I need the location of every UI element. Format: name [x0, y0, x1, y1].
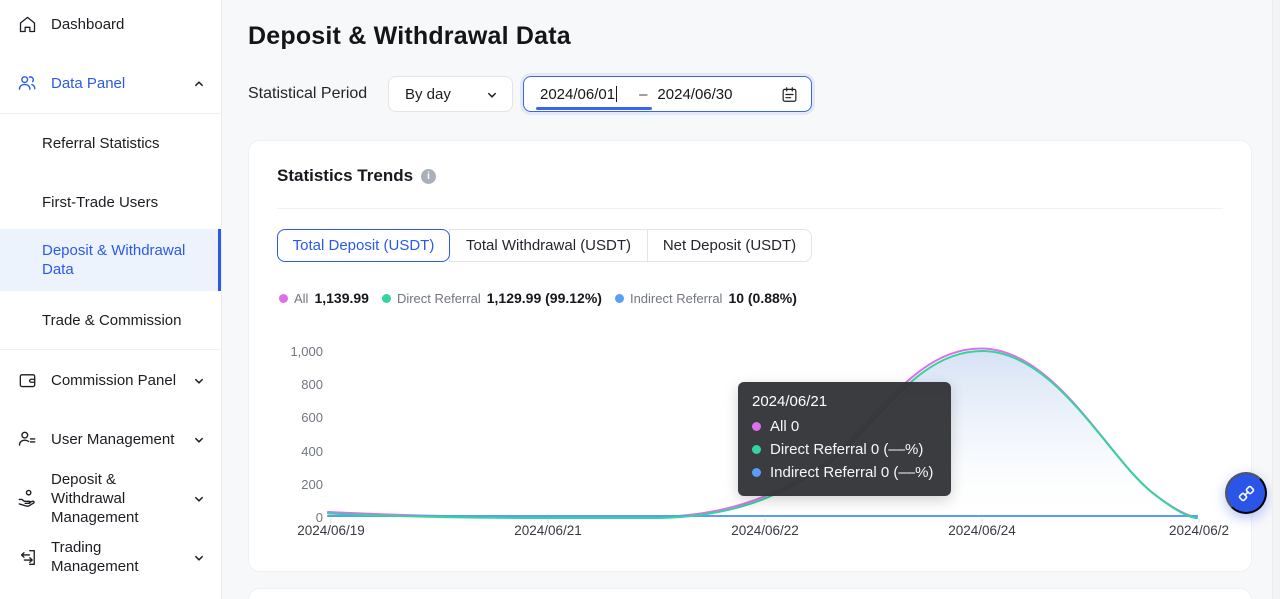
sidebar-item-commission-panel[interactable]: Commission Panel — [0, 362, 221, 398]
x-axis-tick: 2024/06/19 — [297, 523, 365, 538]
sidebar-item-first-trade-users[interactable]: First-Trade Users — [0, 186, 221, 218]
legend-name: All — [294, 290, 309, 306]
divider — [0, 113, 221, 114]
plug-icon — [1236, 483, 1257, 504]
sidebar-item-user-management[interactable]: User Management — [0, 421, 221, 457]
chevron-down-icon — [193, 551, 205, 563]
sidebar-item-label: Referral Statistics — [42, 134, 160, 152]
chevron-down-icon — [486, 88, 498, 100]
legend-item-direct-referral[interactable]: Direct Referral 1,129.99 (99.12%) — [381, 290, 602, 306]
user-manage-icon — [16, 428, 38, 450]
sidebar-item-deposit-withdrawal-management[interactable]: Deposit & Withdrawal Management — [0, 468, 221, 528]
y-axis-tick: 1,000 — [290, 344, 323, 359]
sidebar-item-label: Deposit & Withdrawal Management — [51, 470, 139, 526]
period-select[interactable]: By day — [388, 76, 513, 112]
chart-tooltip: 2024/06/21 All 0 Direct Referral 0 (––%)… — [738, 382, 951, 496]
x-axis-tick: 2024/06/22 — [731, 523, 799, 538]
calendar-icon[interactable] — [780, 85, 799, 104]
x-axis-tick: 2024/06/2 — [1168, 523, 1230, 538]
sidebar-item-deposit-withdrawal-data[interactable]: Deposit & Withdrawal Data — [0, 229, 221, 291]
y-axis-tick: 600 — [301, 410, 323, 425]
chevron-down-icon — [193, 492, 205, 504]
date-range-input[interactable]: 2024/06/01 – 2024/06/30 — [523, 76, 812, 112]
sidebar-item-data-panel[interactable]: Data Panel — [0, 65, 221, 101]
x-axis-tick: 2024/06/21 — [514, 523, 582, 538]
sidebar-item-trading-management[interactable]: Trading Management — [0, 536, 221, 578]
info-icon[interactable] — [421, 168, 437, 184]
y-axis-tick: 200 — [301, 477, 323, 492]
divider — [0, 349, 221, 350]
sidebar-item-label: Trade & Commission — [42, 311, 182, 329]
home-icon — [16, 13, 38, 35]
y-axis-tick: 400 — [301, 444, 323, 459]
y-axis-tick: 0 — [315, 510, 323, 525]
statistical-period-label: Statistical Period — [248, 85, 368, 102]
text-cursor — [616, 86, 618, 102]
legend-value: 10 (0.88%) — [728, 290, 797, 306]
y-axis-tick: 800 — [301, 377, 323, 392]
legend-value: 1,139.99 — [314, 290, 369, 306]
sidebar-item-label: User Management — [51, 430, 175, 448]
metric-tabs: Total Deposit (USDT) Total Withdrawal (U… — [277, 229, 812, 262]
wallet-icon — [16, 369, 38, 391]
legend-item-all[interactable]: All 1,139.99 — [279, 290, 369, 306]
date-end-value: 2024/06/30 — [657, 85, 733, 103]
tooltip-row: All 0 — [752, 415, 937, 438]
legend-dot-all — [279, 293, 288, 303]
date-start-value: 2024/06/01 — [540, 85, 616, 103]
card-title: Statistics Trends — [277, 166, 437, 186]
sidebar-item-label: Deposit & Withdrawal Data — [42, 242, 186, 278]
sidebar-item-dashboard[interactable]: Dashboard — [0, 6, 221, 42]
tooltip-date: 2024/06/21 — [752, 393, 828, 410]
transfer-icon — [16, 546, 38, 568]
divider — [277, 208, 1223, 209]
tab-net-deposit[interactable]: Net Deposit (USDT) — [647, 229, 812, 262]
team-icon — [16, 72, 38, 94]
legend-value: 1,129.99 (99.12%) — [486, 290, 602, 306]
sidebar-item-label: Dashboard — [51, 15, 125, 33]
tooltip-dot-all — [752, 422, 761, 431]
tab-total-deposit[interactable]: Total Deposit (USDT) — [277, 229, 450, 262]
sidebar-item-trade-commission[interactable]: Trade & Commission — [0, 304, 221, 336]
sidebar-item-label: Commission Panel — [51, 371, 177, 389]
legend-dot-direct — [381, 293, 391, 303]
sidebar-item-label: Trading Management — [51, 539, 139, 575]
hand-coin-icon — [16, 487, 38, 509]
chart-legend: All 1,139.99 Direct Referral 1,129.99 (9… — [279, 290, 797, 306]
chevron-down-icon — [193, 374, 205, 386]
date-range-separator: – — [639, 85, 648, 103]
statistics-trends-card: Statistics Trends Total Deposit (USDT) T… — [248, 140, 1252, 572]
legend-item-indirect-referral[interactable]: Indirect Referral 10 (0.88%) — [614, 290, 797, 306]
page-title: Deposit & Withdrawal Data — [248, 22, 571, 50]
tooltip-dot-direct — [752, 445, 761, 454]
chevron-down-icon — [193, 433, 205, 445]
active-date-segment-underline — [536, 107, 652, 110]
legend-name: Direct Referral — [396, 290, 481, 306]
legend-name: Indirect Referral — [629, 290, 723, 306]
tooltip-dot-indirect — [752, 468, 761, 477]
sidebar-item-label: Data Panel — [51, 74, 126, 92]
chevron-up-icon — [193, 77, 205, 89]
tooltip-row: Indirect Referral 0 (––%) — [752, 461, 937, 484]
sidebar-item-label: First-Trade Users — [42, 193, 159, 211]
chart-series-canvas — [327, 347, 1200, 523]
sidebar: Dashboard Data Panel Referral Statistics… — [0, 0, 222, 599]
tooltip-row: Direct Referral 0 (––%) — [752, 438, 937, 461]
period-select-value: By day — [405, 85, 451, 103]
connect-fab-button[interactable] — [1225, 472, 1267, 514]
sidebar-item-referral-statistics[interactable]: Referral Statistics — [0, 127, 221, 159]
card-title-text: Statistics Trends — [277, 166, 414, 185]
trend-chart[interactable]: 1,000 800 600 400 200 0 2024/06/19 2024/… — [249, 141, 1251, 571]
next-card-top-edge — [248, 588, 1252, 599]
scrollbar[interactable] — [1272, 0, 1280, 599]
legend-dot-indirect — [614, 293, 624, 303]
x-axis-tick: 2024/06/24 — [948, 523, 1016, 538]
